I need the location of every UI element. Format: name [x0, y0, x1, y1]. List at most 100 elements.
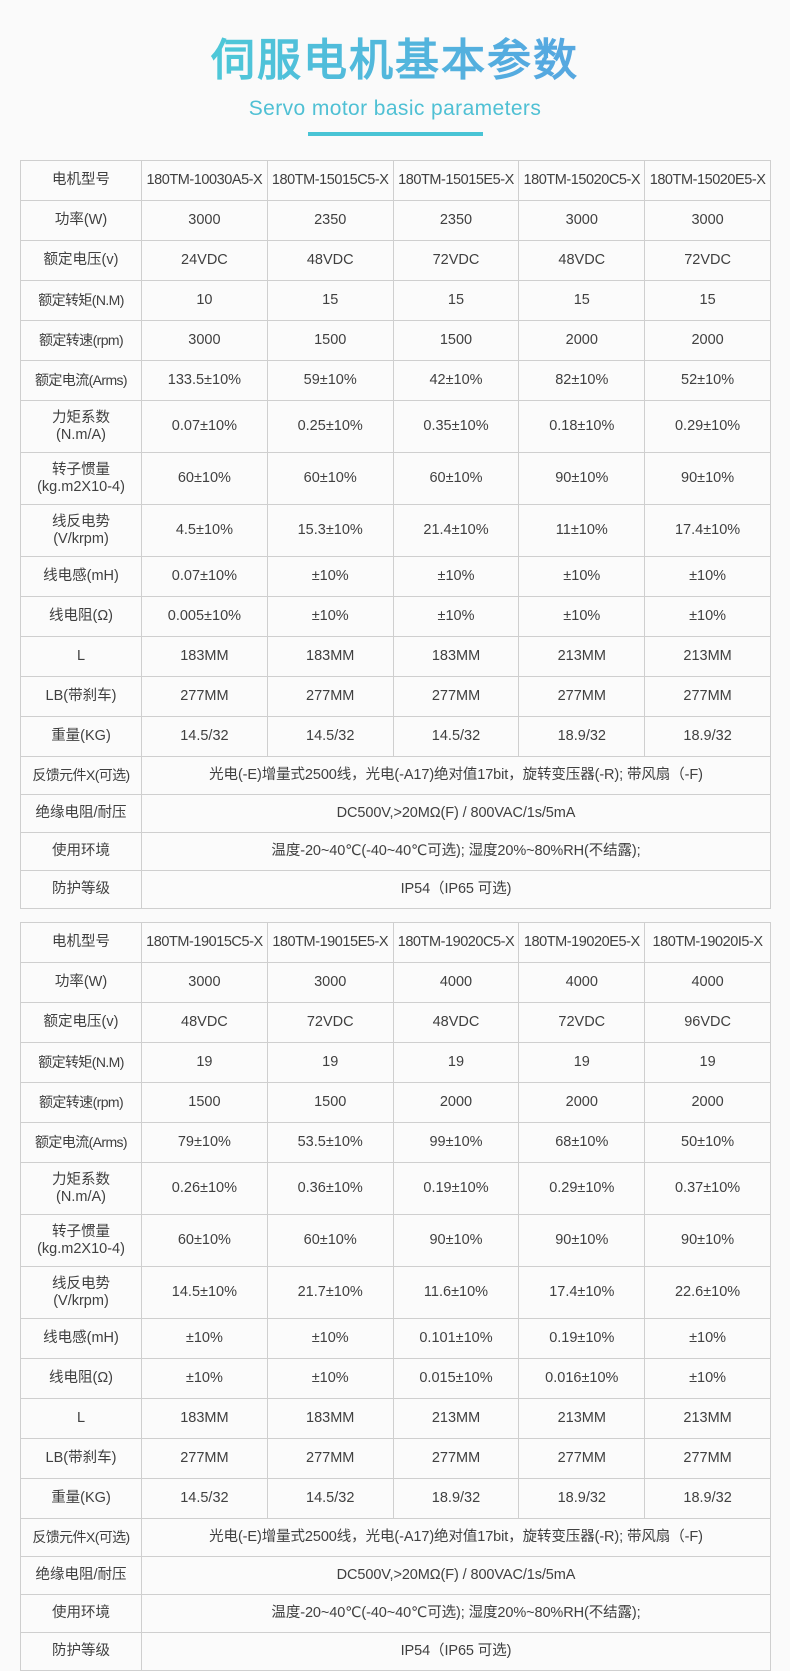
- spec-value-cell: 82±10%: [518, 360, 646, 401]
- spec-value-cell: 17.4±10%: [518, 1266, 646, 1319]
- spec-value-cell: 2350: [392, 200, 520, 241]
- spec-value-cell: 2000: [644, 320, 771, 361]
- spec-value-cell: 183MM: [141, 636, 268, 677]
- spec-value-cell: 19: [266, 1042, 394, 1083]
- spec-value-cell: 15: [266, 280, 394, 321]
- table-row: 转子惯量 (kg.m2X10-4) 60±10% 60±10% 90±10% 90±10%…: [20, 1214, 771, 1267]
- row-note-value: 温度-20~40℃(-40~40℃可选); 湿度20%~80%RH(不结露);: [141, 1594, 771, 1633]
- table-row: LB(带刹车) 277MM 277MM 277MM 277MM 277MM: [20, 1438, 771, 1479]
- spec-value-cell: ±10%: [518, 596, 646, 637]
- spec-value-cell: 183MM: [266, 636, 394, 677]
- spec-value-cell: 18.9/32: [518, 1478, 646, 1519]
- row-label: 绝缘电阻/耐压: [20, 794, 142, 833]
- spec-value-cell: 48VDC: [518, 240, 646, 281]
- table-row: 重量(KG) 14.5/32 14.5/32 18.9/32 18.9/32 18.9/3…: [20, 1478, 771, 1519]
- table-row: 电机型号 180TM-19015C5-X 180TM-19015E5-X 180TM-…: [20, 922, 771, 963]
- spec-value-cell: 1500: [266, 320, 394, 361]
- table-row: 转子惯量 (kg.m2X10-4) 60±10% 60±10% 60±10% 90±10%…: [20, 452, 771, 505]
- row-label: 转子惯量 (kg.m2X10-4): [20, 452, 142, 505]
- table-row: 线反电势 (V/krpm) 4.5±10% 15.3±10% 21.4±10% 11±10…: [20, 504, 771, 557]
- spec-value-cell: 4000: [518, 962, 646, 1003]
- spec-value-cell: 53.5±10%: [266, 1122, 394, 1163]
- spec-value-cell: 22.6±10%: [644, 1266, 771, 1319]
- row-label: 电机型号: [20, 160, 142, 201]
- spec-tables-container: 电机型号 180TM-10030A5-X 180TM-15015C5-X 180TM-…: [20, 160, 771, 1671]
- motor-model-cell: 180TM-15020E5-X: [644, 160, 771, 201]
- spec-table-1: 电机型号 180TM-10030A5-X 180TM-15015C5-X 180TM-…: [20, 160, 771, 909]
- row-note-value: DC500V,>20MΩ(F) / 800VAC/1s/5mA: [141, 1556, 771, 1595]
- spec-value-cell: 277MM: [518, 1438, 646, 1479]
- spec-value-cell: 0.101±10%: [392, 1318, 520, 1359]
- spec-value-cell: ±10%: [141, 1358, 268, 1399]
- spec-value-cell: 15.3±10%: [266, 504, 394, 557]
- spec-value-cell: 60±10%: [392, 452, 520, 505]
- spec-value-cell: 96VDC: [644, 1002, 771, 1043]
- spec-value-cell: 90±10%: [644, 1214, 771, 1267]
- spec-value-cell: 18.9/32: [644, 1478, 771, 1519]
- row-note-value: IP54（IP65 可选): [141, 870, 771, 909]
- spec-value-cell: 14.5±10%: [141, 1266, 268, 1319]
- table-row: 力矩系数 (N.m/A) 0.07±10% 0.25±10% 0.35±10% 0.18±…: [20, 400, 771, 453]
- motor-model-cell: 180TM-19015E5-X: [266, 922, 394, 963]
- spec-value-cell: 60±10%: [141, 1214, 268, 1267]
- spec-value-cell: 2000: [392, 1082, 520, 1123]
- row-label: 力矩系数 (N.m/A): [20, 1162, 142, 1215]
- row-label: L: [20, 636, 142, 677]
- row-label: 线反电势 (V/krpm): [20, 504, 142, 557]
- row-label: 反馈元件X(可选): [20, 1518, 142, 1557]
- spec-value-cell: 72VDC: [392, 240, 520, 281]
- spec-value-cell: 60±10%: [141, 452, 268, 505]
- row-label: 使用环境: [20, 832, 142, 871]
- spec-value-cell: ±10%: [266, 1358, 394, 1399]
- spec-value-cell: 277MM: [266, 676, 394, 717]
- row-label: 额定转矩(N.M): [20, 1042, 142, 1083]
- spec-value-cell: 72VDC: [518, 1002, 646, 1043]
- spec-value-cell: 18.9/32: [518, 716, 646, 757]
- table-row: 功率(W) 3000 3000 4000 4000 4000: [20, 962, 771, 1003]
- spec-value-cell: 90±10%: [518, 1214, 646, 1267]
- table-row: 绝缘电阻/耐压 DC500V,>20MΩ(F) / 800VAC/1s/5mA: [20, 1556, 771, 1595]
- spec-value-cell: ±10%: [392, 556, 520, 597]
- spec-value-cell: 0.18±10%: [518, 400, 646, 453]
- table-row: 额定电压(v) 24VDC 48VDC 72VDC 48VDC 72VDC: [20, 240, 771, 281]
- spec-value-cell: ±10%: [644, 596, 771, 637]
- motor-model-cell: 180TM-15020C5-X: [518, 160, 646, 201]
- spec-value-cell: 3000: [644, 200, 771, 241]
- row-label: 线电感(mH): [20, 556, 142, 597]
- table-row: L 183MM 183MM 213MM 213MM 213MM: [20, 1398, 771, 1439]
- spec-value-cell: 15: [518, 280, 646, 321]
- spec-value-cell: 0.19±10%: [392, 1162, 520, 1215]
- row-label: 额定转矩(N.M): [20, 280, 142, 321]
- spec-value-cell: ±10%: [141, 1318, 268, 1359]
- spec-value-cell: 277MM: [518, 676, 646, 717]
- table-row: 线电感(mH) ±10% ±10% 0.101±10% 0.19±10% ±10%: [20, 1318, 771, 1359]
- row-label: 反馈元件X(可选): [20, 756, 142, 795]
- spec-value-cell: 19: [392, 1042, 520, 1083]
- spec-value-cell: 60±10%: [266, 452, 394, 505]
- spec-value-cell: 14.5/32: [266, 716, 394, 757]
- spec-value-cell: 277MM: [644, 1438, 771, 1479]
- spec-value-cell: 14.5/32: [266, 1478, 394, 1519]
- spec-value-cell: 0.37±10%: [644, 1162, 771, 1215]
- motor-model-cell: 180TM-19020C5-X: [392, 922, 520, 963]
- table-row: 额定转矩(N.M) 19 19 19 19 19: [20, 1042, 771, 1083]
- spec-value-cell: 99±10%: [392, 1122, 520, 1163]
- spec-value-cell: 59±10%: [266, 360, 394, 401]
- spec-value-cell: 90±10%: [644, 452, 771, 505]
- row-label: 功率(W): [20, 962, 142, 1003]
- spec-value-cell: 213MM: [644, 636, 771, 677]
- spec-value-cell: ±10%: [518, 556, 646, 597]
- row-label: LB(带刹车): [20, 676, 142, 717]
- row-label: 额定转速(rpm): [20, 320, 142, 361]
- spec-value-cell: ±10%: [266, 1318, 394, 1359]
- spec-value-cell: 17.4±10%: [644, 504, 771, 557]
- spec-value-cell: 15: [392, 280, 520, 321]
- spec-value-cell: 72VDC: [266, 1002, 394, 1043]
- spec-value-cell: 0.29±10%: [644, 400, 771, 453]
- spec-value-cell: 19: [644, 1042, 771, 1083]
- motor-model-cell: 180TM-19015C5-X: [141, 922, 268, 963]
- motor-model-cell: 180TM-15015E5-X: [392, 160, 520, 201]
- table-row: 防护等级 IP54（IP65 可选): [20, 1632, 771, 1671]
- spec-value-cell: 277MM: [141, 1438, 268, 1479]
- spec-value-cell: 68±10%: [518, 1122, 646, 1163]
